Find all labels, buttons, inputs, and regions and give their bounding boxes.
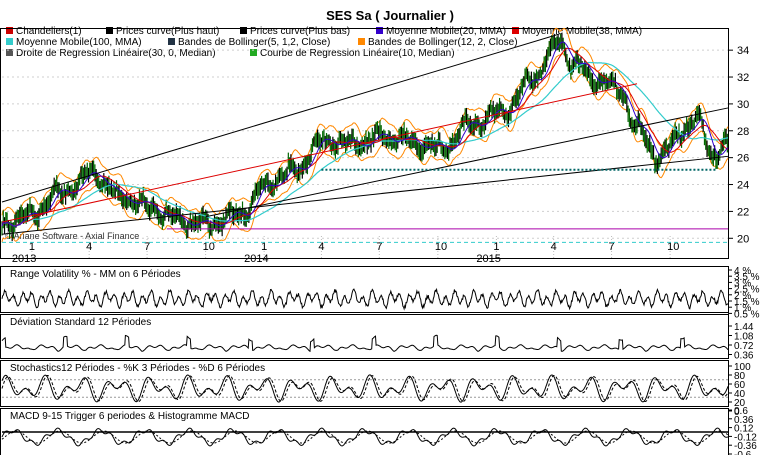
- year-label: 2014: [244, 253, 268, 265]
- main-y-tick-label: 22: [737, 206, 749, 218]
- year-label: 2013: [12, 253, 36, 265]
- subpanel-title: Déviation Standard 12 Périodes: [10, 317, 151, 328]
- trend-line: [205, 107, 729, 218]
- legend-label: Droite de Regression Linéaire(30, 0, Med…: [16, 48, 216, 59]
- ma20-line: [1, 41, 729, 227]
- stoch-k-line: [1, 374, 729, 403]
- subpanel-y-tick-label: 60: [734, 380, 746, 391]
- month-tick-label: 10: [667, 241, 679, 253]
- macd-trigger-line: [1, 430, 729, 444]
- month-tick-label: 4: [86, 241, 92, 253]
- main-y-tick-label: 28: [737, 126, 749, 138]
- volatility-line: [1, 287, 729, 311]
- subpanel-y-tick-label: 1 %: [734, 303, 751, 314]
- legend-swatch: [250, 49, 257, 56]
- copyright-text: © Ariane Software - Axial Finance: [5, 231, 139, 241]
- legend-label: Chandeliers(1): [16, 26, 82, 37]
- subpanel-y-tick-label: 0.36: [734, 415, 754, 426]
- legend-swatch: [240, 27, 247, 34]
- legend-swatch: [106, 27, 113, 34]
- legend-swatch: [168, 38, 175, 45]
- legend-swatch: [6, 38, 13, 45]
- subpanel-y-tick-label: 3.5 %: [734, 272, 760, 283]
- main-y-tick-label: 34: [737, 45, 749, 57]
- subpanel-frame: [0, 314, 729, 359]
- main-y-tick-label: 26: [737, 153, 749, 165]
- subpanel-y-tick-label: 0.72: [734, 341, 754, 352]
- main-y-tick-label: 30: [737, 99, 749, 111]
- main-panel-frame: [0, 28, 729, 259]
- subpanel-y-tick-label: 20: [734, 398, 746, 409]
- legend-swatch: [6, 27, 13, 34]
- legend-swatch: [6, 49, 13, 56]
- subpanel-y-tick-label: 1.5 %: [734, 297, 760, 308]
- legend-label: Bandes de Bollinger(5, 1,2, Close): [178, 37, 330, 48]
- month-tick-label: 1: [493, 241, 499, 253]
- stddev-line: [1, 334, 729, 353]
- month-tick-label: 4: [551, 241, 557, 253]
- legend-label: Prices curve(Plus haut): [116, 26, 219, 37]
- year-label: 2015: [476, 253, 500, 265]
- main-y-tick-label: 24: [737, 180, 749, 192]
- subpanel-y-tick-label: 0.36: [734, 351, 754, 362]
- subpanel-y-tick-label: 2.5 %: [734, 285, 760, 296]
- legend-label: Moyenne Mobile(100, MMA): [16, 37, 142, 48]
- legend-label: Courbe de Regression Linéaire(10, Median…: [260, 48, 455, 59]
- legend-label: Moyenne Mobile(38, MMA): [522, 26, 642, 37]
- month-tick-label: 7: [376, 241, 382, 253]
- subpanel-y-tick-label: 100: [734, 362, 751, 373]
- subpanel-y-tick-label: -0.12: [734, 432, 757, 443]
- main-y-tick-label: 20: [737, 233, 749, 245]
- subpanel-y-tick-label: 80: [734, 371, 746, 382]
- macd-line: [1, 427, 729, 447]
- legend-swatch: [358, 38, 365, 45]
- subpanel-frame: [0, 266, 729, 313]
- legend-label: Prices curve(Plus bas): [250, 26, 350, 37]
- chart-title: SES Sa ( Journalier ): [326, 8, 454, 23]
- legend-label: Moyenne Mobile(20, MMA): [386, 26, 506, 37]
- month-tick-label: 7: [609, 241, 615, 253]
- legend-label: Bandes de Bollinger(12, 2, Close): [368, 37, 518, 48]
- month-tick-label: 7: [144, 241, 150, 253]
- main-y-tick-label: 32: [737, 72, 749, 84]
- legend-swatch: [376, 27, 383, 34]
- bollinger-upper-band: [1, 27, 729, 216]
- subpanel-y-tick-label: 0.6: [734, 406, 748, 417]
- trend-line: [1, 83, 638, 223]
- month-tick-label: 4: [318, 241, 324, 253]
- subpanel-y-tick-label: 1.08: [734, 332, 754, 343]
- subpanel-title: Range Volatility % - MM on 6 Périodes: [10, 269, 181, 280]
- legend-swatch: [512, 27, 519, 34]
- month-tick-label: 1: [261, 241, 267, 253]
- subpanel-y-tick-label: 1.44: [734, 322, 754, 333]
- subpanel-y-tick-label: 3 %: [734, 278, 751, 289]
- subpanel-title: MACD 9-15 Trigger 6 periodes & Histogram…: [10, 411, 250, 422]
- subpanel-title: Stochastics12 Périodes - %K 3 Périodes -…: [10, 363, 265, 374]
- subpanel-y-tick-label: -0.6: [734, 450, 752, 455]
- trend-line: [1, 33, 560, 203]
- subpanel-y-tick-label: 4 %: [734, 266, 751, 277]
- subpanel-y-tick-label: 0.12: [734, 424, 754, 435]
- month-tick-label: 10: [203, 241, 215, 253]
- subpanel-y-tick-label: 40: [734, 389, 746, 400]
- subpanel-y-tick-label: -0.36: [734, 441, 757, 452]
- subpanel-y-tick-label: 0.5 %: [734, 309, 760, 320]
- month-tick-label: 1: [29, 241, 35, 253]
- subpanel-y-tick-label: 2 %: [734, 291, 751, 302]
- month-tick-label: 10: [435, 241, 447, 253]
- subpanel-y-tick-label: 0: [734, 407, 740, 418]
